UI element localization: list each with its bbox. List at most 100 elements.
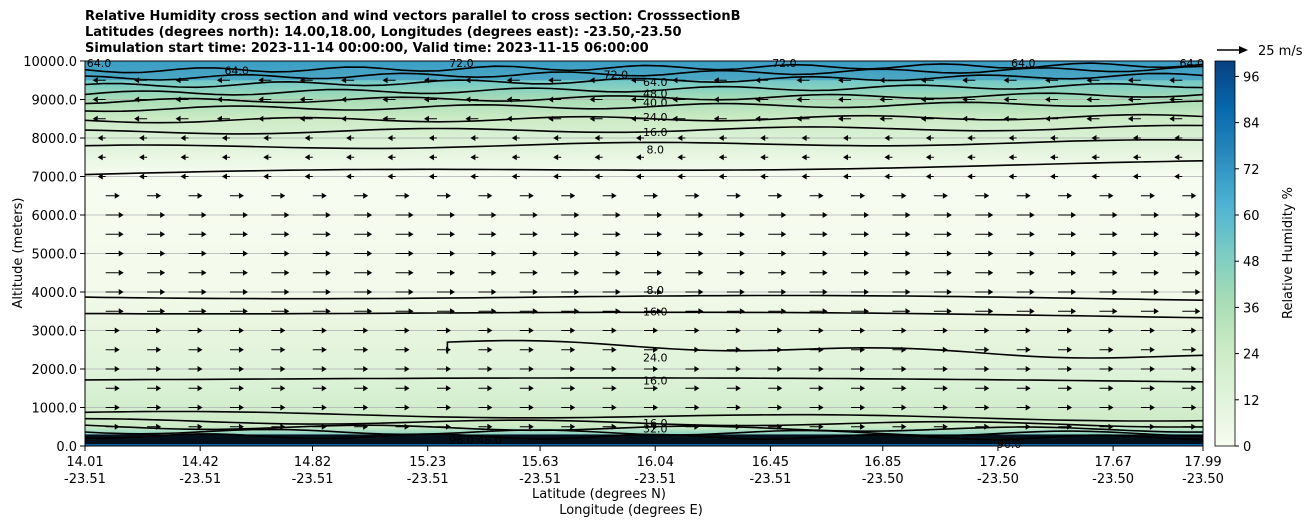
- x-tick-label-lat: 14.01: [66, 455, 103, 470]
- wind-vector-head: [242, 289, 248, 295]
- wind-vector-head: [404, 423, 410, 430]
- wind-vector-head: [242, 250, 248, 257]
- wind-vector-head: [615, 289, 621, 295]
- wind-vector-head: [984, 327, 990, 334]
- x-tick-label-lat: 17.99: [1184, 455, 1221, 470]
- wind-vector-head: [1003, 96, 1009, 103]
- wind-vector-head: [238, 327, 244, 334]
- wind-vector-head: [156, 192, 162, 199]
- wind-vector-head: [367, 289, 373, 295]
- wind-vector-head: [465, 96, 471, 103]
- wind-vector-head: [984, 366, 990, 372]
- wind-vector-head: [284, 250, 290, 257]
- wind-vector-head: [180, 135, 186, 141]
- wind-vector-head: [864, 269, 870, 276]
- wind-vector-head: [325, 289, 331, 295]
- wind-vector-head: [1025, 192, 1031, 199]
- wind-vector-head: [1091, 154, 1097, 161]
- wind-vector-head: [777, 366, 783, 372]
- contour-label: 16.0: [643, 126, 668, 139]
- wind-vector-head: [201, 231, 207, 238]
- wind-vector-head: [1127, 115, 1133, 122]
- wind-vector-head: [713, 77, 719, 84]
- wind-vector-head: [449, 212, 455, 218]
- colorbar-tick-label: 84: [1243, 117, 1260, 132]
- wind-vector-head: [449, 289, 455, 295]
- wind-vector-head: [672, 96, 678, 103]
- wind-vector-head: [925, 135, 931, 141]
- wind-vector-head: [197, 404, 203, 411]
- wind-vector-head: [860, 404, 866, 411]
- contour-lines: [85, 62, 1203, 445]
- wind-vector-head: [1071, 269, 1077, 276]
- wind-vector-head: [1108, 423, 1114, 430]
- x-tick-label-lon: -23.51: [292, 472, 334, 487]
- wind-vector-head: [657, 212, 662, 218]
- wind-vector-head: [818, 192, 824, 199]
- wind-vector-head: [739, 212, 745, 218]
- wind-vector-head: [843, 135, 849, 141]
- wind-vector-head: [1112, 250, 1118, 257]
- contour-label: 24.0: [643, 351, 668, 364]
- wind-vector-head: [860, 366, 866, 372]
- colorbar-label: Relative Humidity %: [1281, 187, 1296, 319]
- wind-vector-head: [528, 366, 534, 372]
- wind-vector-head: [984, 346, 990, 353]
- wind-vector-head: [901, 327, 907, 334]
- wind-vector-head: [905, 289, 911, 295]
- wind-vector-head: [299, 96, 305, 103]
- wind-vector-head: [341, 96, 347, 103]
- wind-vector-head: [1149, 404, 1155, 411]
- wind-vector-head: [201, 289, 207, 295]
- wind-vector-head: [946, 231, 952, 238]
- wind-vector-head: [698, 289, 704, 295]
- wind-vector-head: [325, 269, 331, 276]
- wind-vector-head: [946, 269, 952, 276]
- wind-vector-head: [528, 404, 534, 411]
- wind-vector-head: [901, 385, 907, 392]
- wind-vector-head: [589, 115, 595, 122]
- wind-vector-head: [677, 154, 683, 161]
- wind-vector-head: [864, 289, 870, 295]
- wind-vector-head: [1112, 231, 1118, 238]
- wind-vector-head: [864, 212, 870, 218]
- wind-vector-head: [615, 231, 621, 238]
- wind-vector-head: [156, 346, 162, 353]
- wind-vector-head: [1029, 308, 1035, 315]
- wind-vector-head: [843, 154, 849, 161]
- wind-vector-head: [713, 115, 719, 122]
- wind-vector-head: [97, 173, 103, 180]
- wind-vector-head: [487, 385, 493, 392]
- wind-vector-head: [946, 250, 952, 257]
- wind-vector-head: [636, 173, 641, 180]
- wind-vector-head: [739, 250, 745, 257]
- wind-vector-head: [160, 289, 166, 295]
- wind-vector-head: [1195, 212, 1201, 218]
- wind-vector-head: [280, 366, 286, 372]
- wind-vector-head: [1132, 173, 1138, 180]
- wind-vector-head: [92, 96, 98, 103]
- wind-vector-head: [594, 173, 600, 180]
- wind-vector-head: [532, 250, 538, 257]
- y-tick-label: 3000.0: [32, 325, 78, 340]
- wind-vector-head: [1025, 327, 1031, 334]
- wind-vector-head: [408, 308, 414, 315]
- wind-vector-head: [325, 308, 331, 315]
- contour-label: 16.0: [643, 375, 668, 388]
- wind-vector-head: [299, 77, 305, 84]
- wind-vector-head: [242, 231, 248, 238]
- x-axis-title-lat: Latitude (degrees N): [532, 487, 666, 502]
- wind-vector-head: [694, 423, 700, 430]
- wind-vector-head: [777, 327, 783, 334]
- wind-vector-head: [942, 327, 948, 334]
- wind-vector-head: [139, 154, 145, 161]
- wind-vector-head: [408, 289, 414, 295]
- wind-vector-head: [280, 346, 286, 353]
- wind-vector-head: [574, 231, 580, 238]
- wind-vector-head: [263, 154, 269, 161]
- wind-vector-head: [487, 366, 493, 372]
- wind-vector-head: [694, 404, 700, 411]
- wind-vector-head: [1045, 115, 1051, 122]
- wind-vector-head: [221, 173, 227, 180]
- wind-vector-head: [946, 308, 952, 315]
